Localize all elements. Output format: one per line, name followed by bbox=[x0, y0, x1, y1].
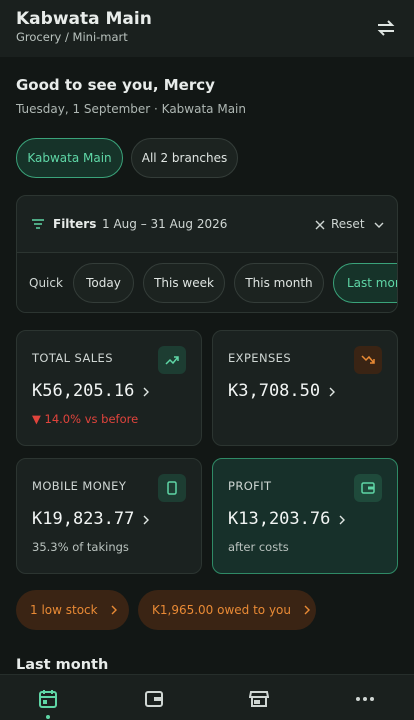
stat-note: after costs bbox=[228, 540, 289, 554]
filters-label: Filters bbox=[53, 217, 97, 231]
reset-icon bbox=[315, 220, 325, 230]
nav-more[interactable] bbox=[355, 696, 375, 702]
quick-chip[interactable]: Today bbox=[73, 263, 134, 303]
nav-store[interactable] bbox=[249, 690, 269, 708]
branch-chip[interactable]: Kabwata Main bbox=[16, 138, 123, 178]
stat-icon bbox=[354, 346, 382, 374]
nav-calendar[interactable] bbox=[38, 689, 58, 719]
stat-value: K13,203.76 bbox=[228, 509, 331, 529]
alert-text: 1 low stock bbox=[30, 603, 98, 617]
chevron bbox=[304, 605, 311, 615]
chevron bbox=[111, 605, 117, 615]
stat-note: ▼ 14.0% vs before bbox=[32, 412, 139, 426]
stat-note: 35.3% of takings bbox=[32, 540, 129, 554]
reset-button[interactable]: Reset bbox=[331, 217, 365, 231]
chevron bbox=[339, 515, 345, 525]
branch-chip[interactable]: All 2 branches bbox=[131, 138, 238, 178]
stat-card[interactable]: TOTAL SALES K56,205.16 ▼ 14.0% vs before bbox=[16, 330, 202, 446]
stat-value: K3,708.50 bbox=[228, 381, 321, 401]
stat-card[interactable]: PROFIT K13,203.76 after costs bbox=[212, 458, 398, 574]
stat-icon bbox=[158, 346, 186, 374]
bottom-nav bbox=[0, 674, 414, 720]
store-name: Kabwata Main bbox=[16, 9, 152, 29]
stat-value: K56,205.16 bbox=[32, 381, 135, 401]
stat-label: PROFIT bbox=[228, 479, 272, 493]
chevron bbox=[329, 387, 335, 397]
date-line: Tuesday, 1 September · Kabwata Main bbox=[16, 102, 246, 116]
filter-icon bbox=[32, 219, 44, 229]
section-title: Last month bbox=[16, 657, 109, 673]
store-type: Grocery / Mini-mart bbox=[16, 30, 128, 44]
quick-row: Quick Today This week This month Last mo… bbox=[17, 252, 397, 312]
alert-pill[interactable]: K1,965.00 owed to you bbox=[138, 590, 316, 630]
chevron bbox=[143, 387, 149, 397]
stat-value: K19,823.77 bbox=[32, 509, 135, 529]
nav-wallet[interactable] bbox=[144, 690, 164, 708]
alert-pill[interactable]: 1 low stock bbox=[16, 590, 129, 630]
chevron bbox=[143, 515, 149, 525]
stat-label: TOTAL SALES bbox=[32, 351, 113, 365]
switch-button[interactable] bbox=[375, 17, 397, 39]
filter-card: Filters 1 Aug – 31 Aug 2026 Reset Quick … bbox=[16, 195, 398, 313]
quick-chip[interactable]: This month bbox=[234, 263, 324, 303]
stat-label: MOBILE MONEY bbox=[32, 479, 127, 493]
stat-card[interactable]: MOBILE MONEY K19,823.77 35.3% of takings bbox=[16, 458, 202, 574]
stat-label: EXPENSES bbox=[228, 351, 292, 365]
stat-card[interactable]: EXPENSES K3,708.50 bbox=[212, 330, 398, 446]
quick-chip[interactable]: Last month bbox=[333, 263, 397, 303]
app-bar: Kabwata Main Grocery / Mini-mart bbox=[0, 0, 414, 57]
greeting: Good to see you, Mercy bbox=[16, 76, 215, 94]
alert-text: K1,965.00 owed to you bbox=[152, 603, 292, 617]
stat-icon bbox=[354, 474, 382, 502]
quick-chip[interactable]: This week bbox=[143, 263, 225, 303]
quick-label: Quick bbox=[29, 276, 63, 290]
date-range[interactable]: 1 Aug – 31 Aug 2026 bbox=[102, 217, 228, 231]
stat-icon bbox=[158, 474, 186, 502]
expand-icon[interactable] bbox=[374, 221, 384, 229]
